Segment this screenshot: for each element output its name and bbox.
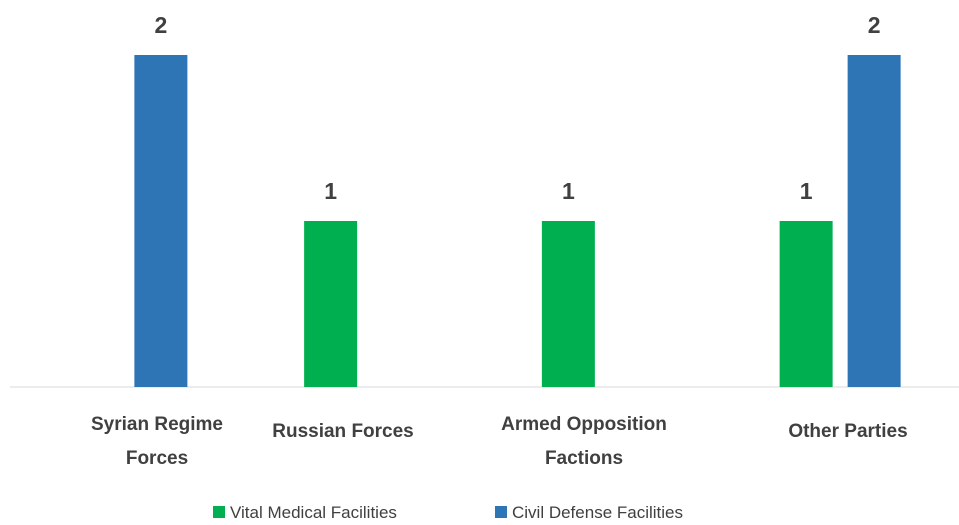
x-tick-label: Armed Opposition Factions bbox=[501, 414, 667, 469]
bar bbox=[847, 55, 901, 387]
x-tick-label: Russian Forces bbox=[272, 421, 414, 442]
bar bbox=[541, 221, 595, 387]
x-tick-label: Other Parties bbox=[788, 421, 907, 442]
data-label: 1 bbox=[324, 178, 337, 204]
legend-label: Vital Medical Facilities bbox=[230, 503, 397, 522]
legend-swatch bbox=[495, 506, 507, 518]
legend-label: Civil Defense Facilities bbox=[512, 503, 683, 522]
bar bbox=[779, 221, 833, 387]
data-label: 2 bbox=[868, 12, 881, 38]
bar bbox=[304, 221, 358, 387]
data-label: 1 bbox=[562, 178, 575, 204]
legend-item: Civil Defense Facilities bbox=[495, 503, 683, 522]
data-label: 1 bbox=[800, 178, 813, 204]
x-tick-label: Syrian Regime Forces bbox=[91, 414, 223, 469]
bar bbox=[134, 55, 188, 387]
data-label: 2 bbox=[154, 12, 167, 38]
legend-item: Vital Medical Facilities bbox=[213, 503, 397, 522]
legend-swatch bbox=[213, 506, 225, 518]
